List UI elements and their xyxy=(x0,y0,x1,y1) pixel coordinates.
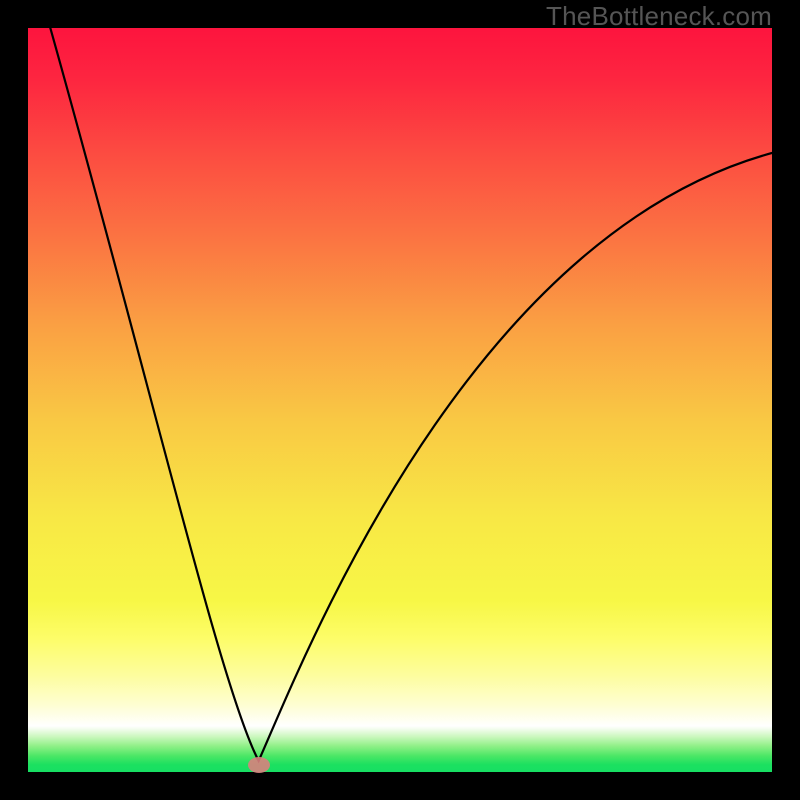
optimum-marker xyxy=(248,757,270,773)
watermark-text: TheBottleneck.com xyxy=(546,1,772,32)
bottleneck-curve xyxy=(28,28,772,772)
chart-container: TheBottleneck.com xyxy=(0,0,800,800)
curve-path xyxy=(50,28,772,761)
plot-area xyxy=(28,28,772,772)
